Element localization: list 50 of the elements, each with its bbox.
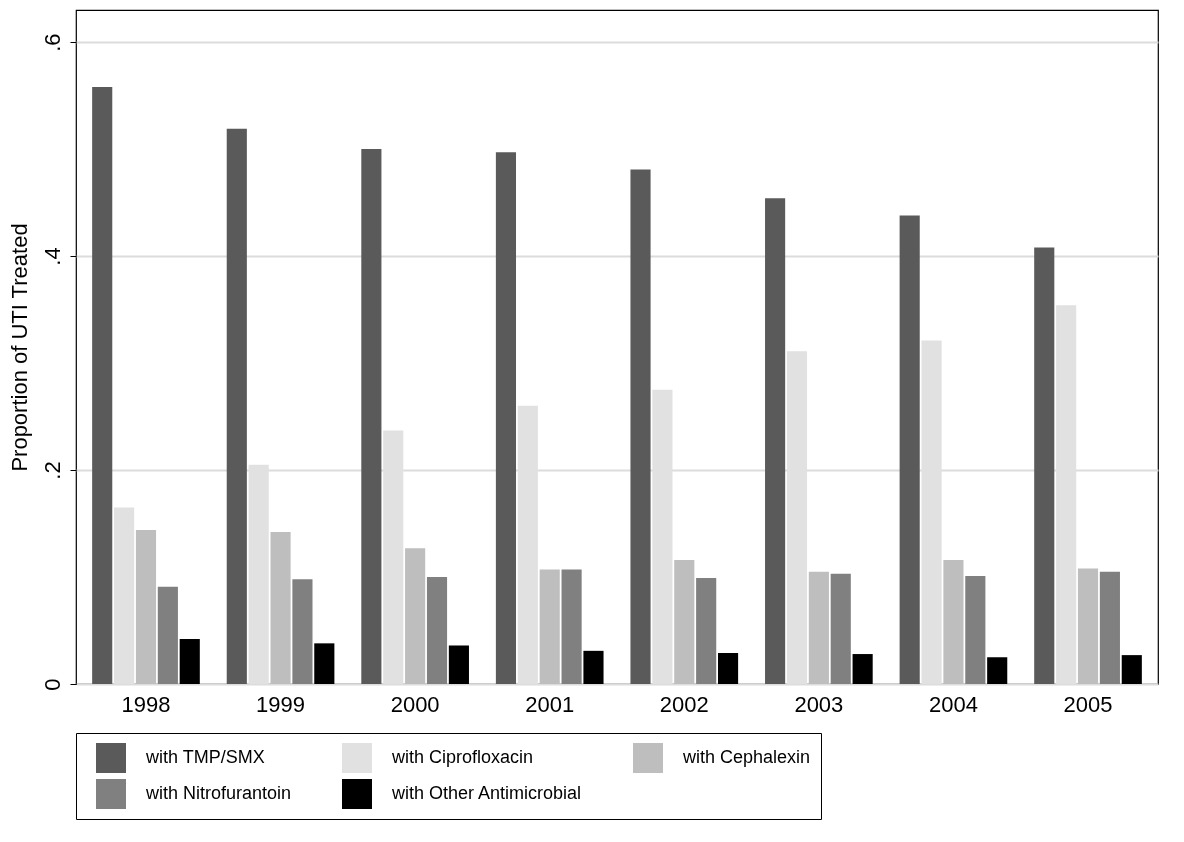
bar [179,639,200,684]
bar [135,529,157,684]
bar [426,577,448,684]
bar [495,152,517,684]
legend-label: with Nitrofurantoin [145,783,292,803]
bar [852,654,873,684]
bar [1034,247,1055,684]
bar [630,169,651,684]
bar [674,559,695,684]
bar [561,569,582,684]
bar [583,650,604,684]
x-tick-label: 2000 [390,691,440,717]
bar [539,569,560,684]
bar [943,559,964,684]
bar [226,128,247,684]
legend-label: with Cephalexin [682,747,811,767]
y-tick-label: 0 [39,678,65,691]
bar [987,657,1008,684]
x-tick-label: 2003 [794,691,844,717]
bar [314,643,335,684]
x-tick-label: 2005 [1063,691,1113,717]
legend-label: with TMP/SMX [145,747,265,767]
bar [1077,568,1099,684]
y-tick-label: .2 [39,461,65,480]
bar [830,573,851,684]
bar [899,215,920,684]
bar [765,198,786,684]
bar [717,652,739,684]
y-axis-title: Proportion of UTI Treated [6,223,32,472]
x-tick-label: 2004 [928,691,978,717]
bar [157,586,178,684]
bar [92,87,113,684]
bar [270,532,291,684]
bar [1121,655,1142,684]
y-tick-label: .6 [39,33,65,52]
bar [965,575,986,684]
x-tick-label: 1998 [121,691,171,717]
legend-label: with Ciprofloxacin [391,747,534,767]
y-tick-label: .4 [39,247,65,266]
bar [405,548,426,684]
x-tick-label: 1999 [256,691,306,717]
bar [1099,571,1120,684]
legend-label: with Other Antimicrobial [391,783,582,803]
bar [696,578,717,684]
bar [448,645,469,684]
bar [808,571,829,684]
bar [292,579,313,684]
x-tick-label: 2002 [659,691,709,717]
x-tick-label: 2001 [525,691,575,717]
bar [361,149,382,684]
